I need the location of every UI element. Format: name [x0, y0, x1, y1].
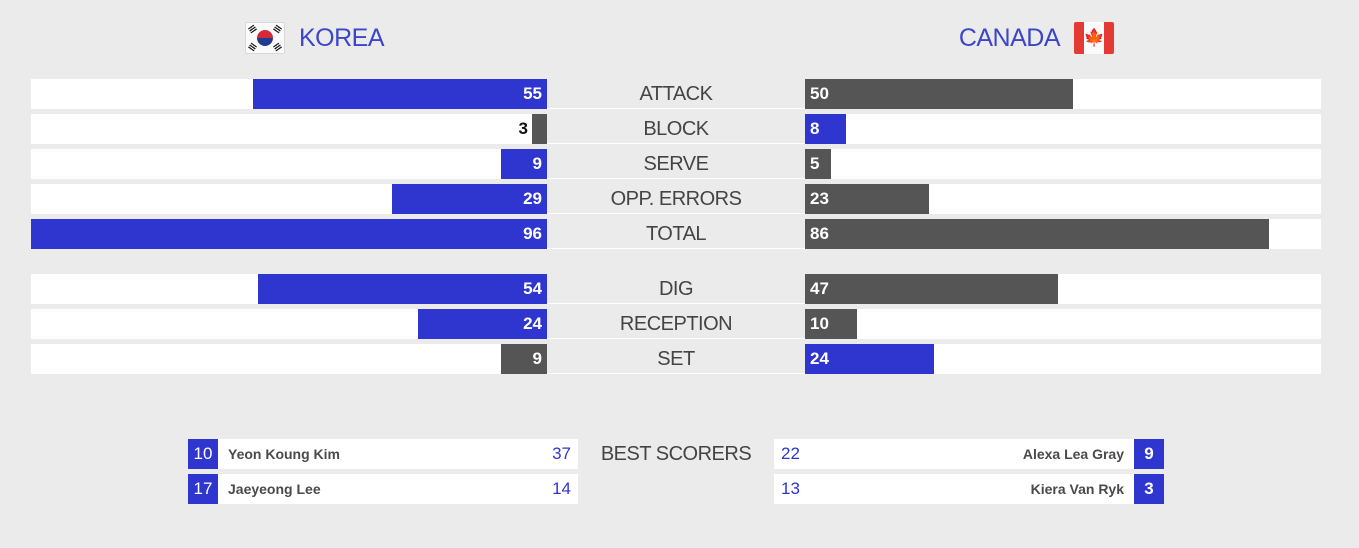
away-bar-fill	[805, 149, 831, 179]
player-name: Alexa Lea Gray	[1022, 446, 1124, 462]
home-team-header: KOREA	[245, 20, 385, 56]
stat-label: TOTAL	[547, 219, 805, 249]
south-korea-flag-icon	[245, 22, 285, 54]
stat-row: 3 8 BLOCK	[31, 114, 1321, 144]
player-number-badge: 3	[1134, 474, 1164, 504]
home-bar-track: 24	[31, 309, 547, 339]
stat-label: OPP. ERRORS	[547, 184, 805, 214]
home-bar-fill	[258, 274, 547, 304]
player-name: Yeon Koung Kim	[228, 446, 340, 462]
away-bar-fill	[805, 219, 1269, 249]
stat-label: ATTACK	[547, 79, 805, 109]
home-stat-value: 9	[532, 154, 542, 173]
scorer-box: Jaeyeong Lee 14	[218, 474, 578, 504]
stat-row: 9 24 SET	[31, 344, 1321, 374]
player-number-badge: 10	[188, 439, 218, 469]
home-scorer-row: 10 Yeon Koung Kim 37	[188, 439, 578, 469]
home-bar-track: 96	[31, 219, 547, 249]
away-stat-value: 47	[810, 279, 829, 298]
stat-row: 29 23 OPP. ERRORS	[31, 184, 1321, 214]
away-bar-fill	[805, 114, 846, 144]
away-bar-track: 5	[805, 149, 1321, 179]
stat-label: RECEPTION	[547, 309, 805, 339]
home-bar-fill	[31, 219, 547, 249]
away-bar-track: 24	[805, 344, 1321, 374]
away-scorer-row: 3 Kiera Van Ryk 13	[774, 474, 1164, 504]
home-bar-fill	[418, 309, 547, 339]
stat-row: 54 47 DIG	[31, 274, 1321, 304]
stat-row: 9 5 SERVE	[31, 149, 1321, 179]
away-bar-fill	[805, 274, 1058, 304]
player-number-badge: 9	[1134, 439, 1164, 469]
stat-label: SET	[547, 344, 805, 374]
home-bar-fill	[392, 184, 547, 214]
scorer-box: Kiera Van Ryk 13	[774, 474, 1134, 504]
away-bar-track: 23	[805, 184, 1321, 214]
away-stat-value: 23	[810, 189, 829, 208]
away-bar-track: 47	[805, 274, 1321, 304]
stat-label: SERVE	[547, 149, 805, 179]
player-number-badge: 17	[188, 474, 218, 504]
player-points: 13	[781, 479, 800, 498]
home-stat-value: 3	[518, 119, 528, 138]
stat-row: 55 50 ATTACK	[31, 79, 1321, 109]
home-bar-fill	[501, 149, 547, 179]
home-stat-value: 9	[532, 349, 542, 368]
home-bar-track: 54	[31, 274, 547, 304]
away-team-header: CANADA 🍁	[959, 20, 1114, 56]
best-scorers-label: BEST SCORERS	[600, 443, 752, 465]
away-team-name: CANADA	[958, 23, 1061, 52]
home-bar-fill	[253, 79, 547, 109]
home-stat-value: 24	[523, 314, 542, 333]
stat-label: DIG	[547, 274, 805, 304]
player-name: Jaeyeong Lee	[228, 481, 321, 497]
home-team-name: KOREA	[299, 23, 385, 52]
away-bar-fill	[805, 184, 929, 214]
canada-flag-icon: 🍁	[1074, 22, 1114, 54]
away-bar-fill	[805, 309, 857, 339]
away-bar-track: 50	[805, 79, 1321, 109]
away-stat-value: 5	[810, 154, 820, 173]
home-scorer-row: 17 Jaeyeong Lee 14	[188, 474, 578, 504]
home-bar-track: 55	[31, 79, 547, 109]
away-bar-fill	[805, 344, 934, 374]
away-stat-value: 24	[810, 349, 829, 368]
away-stat-value: 8	[810, 119, 820, 138]
player-points: 37	[552, 444, 571, 463]
player-points: 14	[552, 479, 571, 498]
away-stat-value: 10	[810, 314, 829, 333]
away-bar-fill	[805, 79, 1073, 109]
player-points: 22	[781, 444, 800, 463]
away-bar-track: 8	[805, 114, 1321, 144]
stat-row: 24 10 RECEPTION	[31, 309, 1321, 339]
stat-row: 96 86 TOTAL	[31, 219, 1321, 249]
away-bar-track: 86	[805, 219, 1321, 249]
player-name: Kiera Van Ryk	[1030, 481, 1124, 497]
away-stat-value: 50	[810, 84, 829, 103]
away-stat-value: 86	[810, 224, 829, 243]
away-bar-track: 10	[805, 309, 1321, 339]
away-scorer-row: 9 Alexa Lea Gray 22	[774, 439, 1164, 469]
home-bar-track: 29	[31, 184, 547, 214]
home-bar-track: 9	[31, 344, 547, 374]
stat-label: BLOCK	[547, 114, 805, 144]
home-bar-track: 9	[31, 149, 547, 179]
home-bar-fill	[501, 344, 547, 374]
home-stat-value: 96	[523, 224, 542, 243]
home-stat-value: 29	[523, 189, 542, 208]
home-bar-fill	[532, 114, 547, 144]
scorer-box: Alexa Lea Gray 22	[774, 439, 1134, 469]
scorer-box: Yeon Koung Kim 37	[218, 439, 578, 469]
home-stat-value: 54	[523, 279, 542, 298]
home-bar-track: 3	[31, 114, 547, 144]
home-stat-value: 55	[523, 84, 542, 103]
